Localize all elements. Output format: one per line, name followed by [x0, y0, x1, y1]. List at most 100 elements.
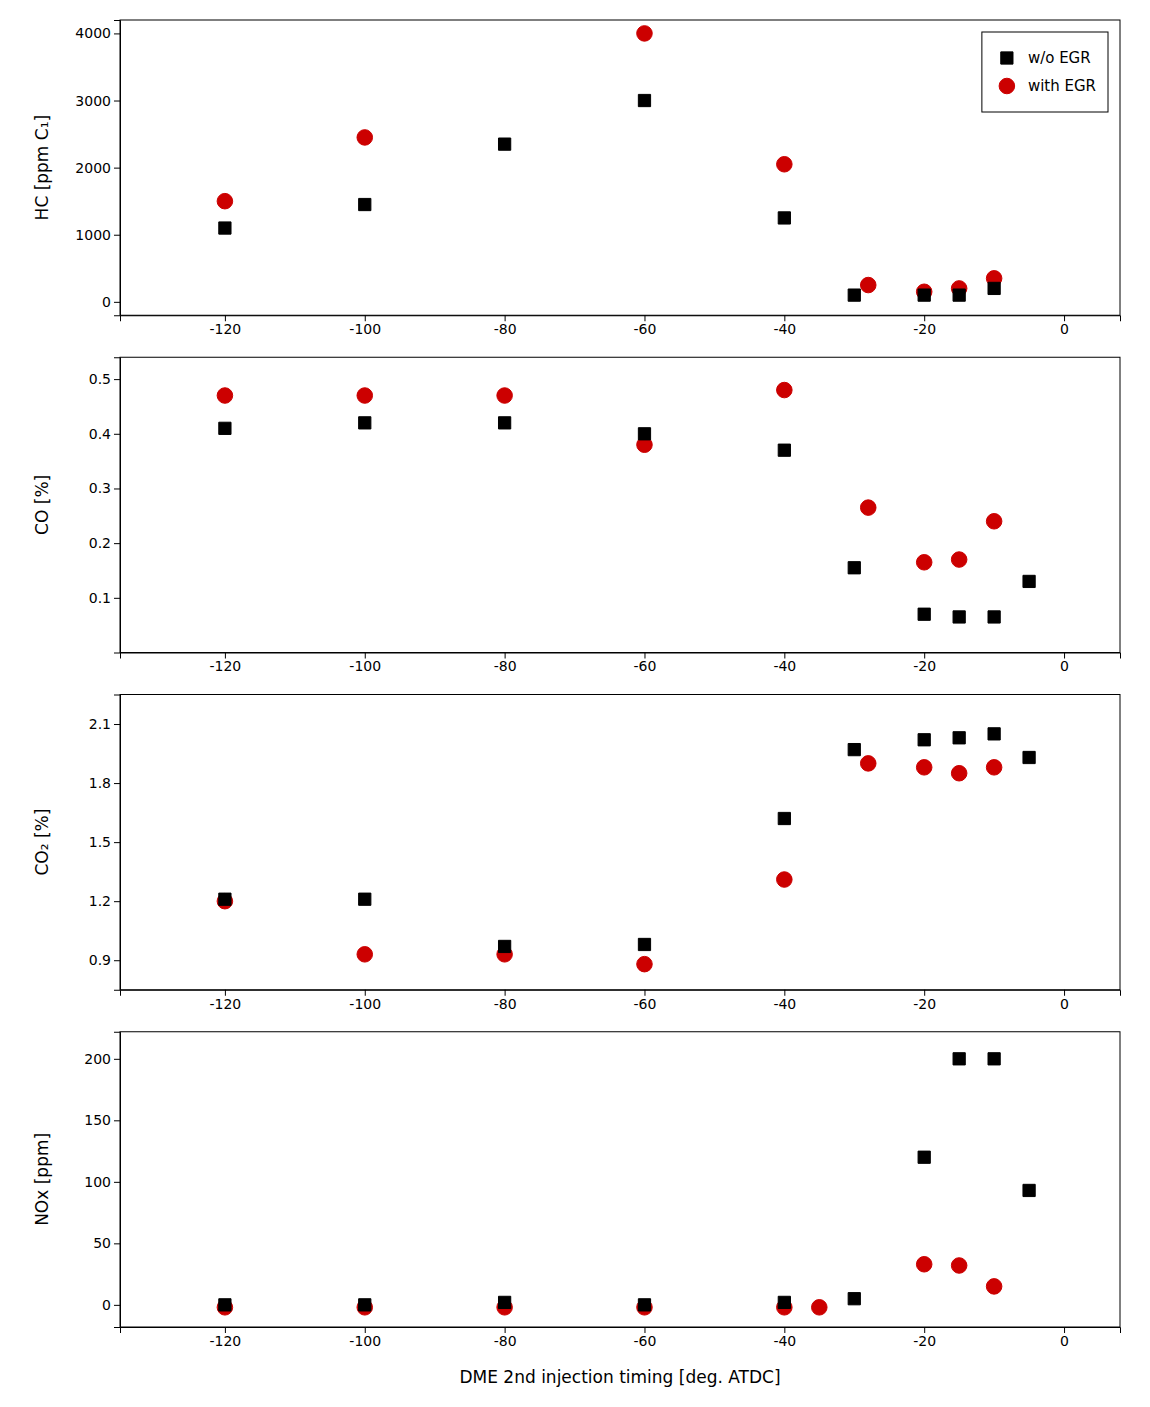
point — [951, 765, 967, 781]
point — [217, 193, 233, 209]
tick-label: -40 — [773, 996, 796, 1012]
tick-mark — [114, 842, 120, 843]
tick-label: 0.4 — [89, 426, 111, 442]
x-axis-label: DME 2nd injection timing [deg. ATDC] — [459, 1367, 780, 1387]
tick-mark — [114, 1120, 120, 1121]
point — [860, 277, 876, 293]
marks — [217, 382, 1035, 623]
point — [359, 893, 371, 905]
axis-domain — [121, 990, 1121, 996]
tick-mark — [114, 379, 120, 380]
tick: -40 — [773, 315, 796, 337]
tick-label: 0 — [1060, 996, 1069, 1012]
point — [219, 893, 231, 905]
tick: -80 — [494, 990, 517, 1012]
point — [988, 611, 1000, 623]
y-axis: 0.91.21.51.82.1 — [89, 695, 121, 990]
point — [918, 608, 930, 620]
x-axis: -120-100-80-60-40-200 — [121, 653, 1121, 675]
tick: 0.2 — [89, 535, 120, 551]
point — [357, 947, 373, 963]
series — [219, 417, 1035, 623]
tick-mark — [114, 434, 120, 435]
point — [638, 1299, 650, 1311]
axis-domain — [121, 653, 1121, 659]
point — [217, 893, 233, 909]
tick-label: 1.5 — [89, 834, 111, 850]
tick-mark — [114, 235, 120, 236]
point — [848, 743, 860, 755]
tick: -40 — [773, 1327, 796, 1349]
tick: -60 — [634, 315, 657, 337]
axis-domain — [114, 695, 121, 990]
series — [217, 382, 1002, 570]
x-axis: -120-100-80-60-40-200 — [121, 315, 1121, 337]
tick-label: 0.9 — [89, 952, 111, 968]
legend-symbol — [1001, 52, 1013, 64]
point — [951, 1258, 967, 1274]
subplot: -120-100-80-60-40-20001000200030004000HC… — [32, 20, 1121, 337]
tick-label: 0 — [1060, 321, 1069, 337]
point — [918, 289, 930, 301]
series — [219, 728, 1035, 953]
point — [359, 417, 371, 429]
marks — [217, 1053, 1035, 1315]
tick: 0.1 — [89, 590, 120, 606]
tick: 3000 — [75, 93, 120, 109]
tick-label: 2.1 — [89, 716, 111, 732]
point — [357, 388, 373, 404]
point — [953, 289, 965, 301]
tick: -20 — [913, 653, 936, 675]
axis-domain — [121, 1328, 1121, 1334]
tick: 150 — [84, 1112, 120, 1128]
tick: 0.3 — [89, 480, 120, 496]
tick-label: -100 — [349, 1333, 381, 1349]
tick-label: 1.2 — [89, 893, 111, 909]
tick: -100 — [349, 653, 381, 675]
point — [777, 382, 793, 398]
tick: 1.5 — [89, 834, 120, 850]
tick-label: 50 — [93, 1235, 111, 1251]
tick: -80 — [494, 1327, 517, 1349]
series — [219, 1053, 1035, 1311]
tick-mark — [114, 1182, 120, 1183]
y-axis: 050100150200 — [84, 1032, 120, 1327]
tick-label: 3000 — [75, 93, 111, 109]
point — [637, 1300, 653, 1316]
point — [498, 940, 510, 952]
tick-label: 150 — [84, 1112, 111, 1128]
tick-label: -100 — [349, 996, 381, 1012]
tick-mark — [114, 488, 120, 489]
tick-label: 100 — [84, 1174, 111, 1190]
tick-label: -120 — [210, 1333, 242, 1349]
tick: -80 — [494, 653, 517, 675]
tick: 0 — [1060, 315, 1069, 337]
tick-mark — [114, 783, 120, 784]
tick: 2.1 — [89, 716, 120, 732]
tick-label: 4000 — [75, 25, 111, 41]
point — [860, 756, 876, 772]
point — [219, 422, 231, 434]
axis-domain — [114, 1032, 121, 1327]
point — [953, 1053, 965, 1065]
tick-label: 2000 — [75, 160, 111, 176]
tick-label: -20 — [913, 996, 936, 1012]
tick-label: -120 — [210, 996, 242, 1012]
point — [848, 1293, 860, 1305]
x-axis: -120-100-80-60-40-200 — [121, 1327, 1121, 1349]
tick: -20 — [913, 1327, 936, 1349]
tick: 2000 — [75, 160, 120, 176]
tick: -100 — [349, 315, 381, 337]
point — [916, 1256, 932, 1272]
y-axis: 01000200030004000 — [75, 21, 120, 316]
point — [359, 198, 371, 210]
point — [986, 1279, 1002, 1295]
point — [778, 1296, 790, 1308]
tick: 100 — [84, 1174, 120, 1190]
y-axis-label: CO₂ [%] — [32, 809, 52, 876]
tick-label: -120 — [210, 658, 242, 674]
point — [217, 388, 233, 404]
tick-label: 0.5 — [89, 371, 111, 387]
tick: 0 — [1060, 1327, 1069, 1349]
tick-mark — [114, 302, 120, 303]
